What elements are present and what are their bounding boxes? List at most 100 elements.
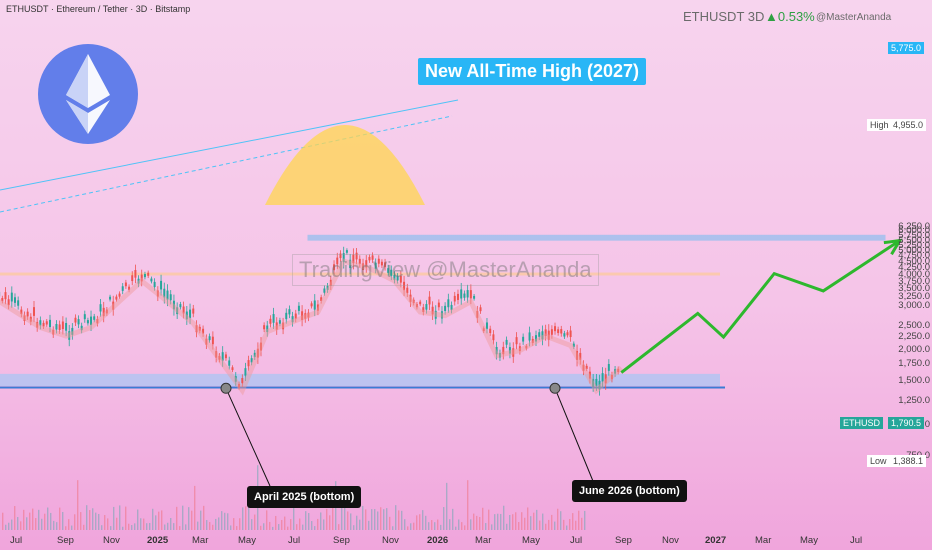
- time-tick-label: Jul: [10, 535, 23, 546]
- volume-bar: [524, 517, 526, 530]
- candle-body: [121, 286, 124, 291]
- candle-body: [140, 274, 143, 282]
- volume-bar: [242, 507, 244, 530]
- volume-bar: [83, 524, 85, 530]
- candle-body: [192, 308, 195, 314]
- candle-body: [52, 329, 55, 335]
- candle-body: [560, 329, 563, 334]
- volume-bar: [527, 507, 529, 530]
- volume-bar: [347, 511, 349, 530]
- candle-body: [460, 289, 463, 299]
- candle-body: [185, 311, 188, 320]
- volume-bar: [248, 505, 250, 530]
- candle-body: [502, 346, 505, 355]
- candle-body: [115, 296, 118, 300]
- candle-body: [313, 300, 316, 310]
- volume-bar: [536, 509, 538, 530]
- candle-body: [415, 304, 418, 308]
- volume-bar: [470, 519, 472, 530]
- volume-bar: [107, 518, 109, 530]
- volume-bar: [584, 510, 586, 530]
- time-tick-label: Nov: [382, 535, 399, 546]
- high-tag-label: High: [867, 119, 892, 131]
- volume-bar: [323, 519, 325, 530]
- volume-bar: [191, 510, 193, 530]
- candle-body: [387, 268, 390, 273]
- candle-body: [466, 290, 469, 298]
- volume-bar: [338, 524, 340, 530]
- volume-bar: [419, 514, 421, 530]
- candle-body: [301, 311, 304, 321]
- candle-body: [238, 383, 241, 388]
- candle-body: [218, 355, 221, 360]
- candle-body: [32, 307, 35, 316]
- candle-body: [598, 380, 601, 390]
- volume-bar: [5, 524, 7, 530]
- volume-bar: [365, 509, 367, 530]
- volume-bar: [578, 510, 580, 530]
- candle-body: [29, 316, 32, 322]
- time-tick-label: 2026: [427, 535, 449, 546]
- price-tick-label: 3,750.0: [898, 275, 930, 287]
- candle-body: [469, 290, 472, 299]
- candle-body: [535, 335, 538, 342]
- volume-bar: [23, 509, 25, 530]
- volume-bar: [245, 506, 247, 530]
- volume-bar: [311, 521, 313, 530]
- time-tick-label: Sep: [615, 535, 632, 546]
- candle-body: [498, 352, 501, 358]
- candle-body: [131, 275, 134, 282]
- volume-bar: [293, 506, 295, 530]
- candle-body: [291, 316, 294, 323]
- candle-body: [607, 364, 610, 371]
- candle-body: [588, 371, 591, 379]
- volume-bar: [167, 522, 169, 530]
- price-tick-label: 5,000.0: [898, 244, 930, 256]
- last-price-label: ETHUSD: [840, 417, 884, 429]
- volume-bar: [557, 508, 559, 530]
- candle-body: [77, 319, 80, 325]
- volume-bar: [275, 515, 277, 530]
- candle-body: [585, 365, 588, 369]
- candle-body: [323, 288, 326, 293]
- candle-body: [195, 325, 198, 333]
- candle-body: [48, 319, 51, 327]
- volume-bar: [398, 510, 400, 530]
- candle-body: [444, 305, 447, 312]
- volume-bar: [236, 526, 238, 530]
- volume-bar: [530, 516, 532, 530]
- candle-body: [272, 314, 275, 323]
- price-tick-label: 4,250.0: [898, 262, 930, 274]
- volume-bar: [389, 516, 391, 530]
- time-tick-label: May: [522, 535, 540, 546]
- candle-body: [582, 364, 585, 371]
- candle-body: [102, 307, 105, 317]
- candle-body: [4, 292, 7, 300]
- candle-body: [189, 309, 192, 319]
- candle-body: [96, 318, 99, 324]
- candle-body: [595, 378, 598, 386]
- candle-body: [80, 325, 83, 331]
- price-tick-label: 5,500.0: [898, 234, 930, 246]
- projection-path: [620, 239, 901, 374]
- candle-body: [390, 269, 393, 276]
- volume-bar: [482, 507, 484, 530]
- candle-body: [463, 293, 466, 298]
- target-zone: [307, 234, 886, 241]
- candle-body: [266, 325, 269, 333]
- author-handle: @MasterAnanda: [816, 12, 892, 23]
- candle-body: [362, 263, 365, 271]
- ticker-label: ETHUSDT 3D: [683, 9, 765, 24]
- price-tick-label: 2,000.0: [898, 343, 930, 355]
- volume-bar: [266, 510, 268, 530]
- candle-body: [86, 320, 89, 324]
- volume-bar: [395, 505, 397, 530]
- volume-bar: [161, 510, 163, 530]
- candle-body: [288, 309, 291, 315]
- price-tick-label: 2,250.0: [898, 331, 930, 343]
- candle-body: [1, 297, 4, 302]
- candle-body: [592, 379, 595, 387]
- time-tick-label: May: [800, 535, 818, 546]
- volume-bar: [437, 519, 439, 530]
